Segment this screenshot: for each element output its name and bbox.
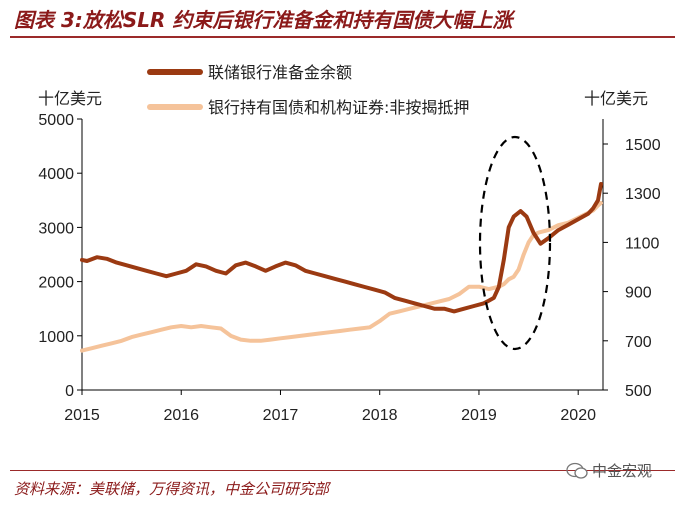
series-line-treasuries <box>80 201 603 353</box>
right-tick-label: 1500 <box>625 137 661 154</box>
legend: 联储银行准备金余额 银行持有国债和机构证券:非按揭抵押 <box>147 63 469 117</box>
footer-rule <box>10 470 675 471</box>
right-tick-label: 1100 <box>625 235 660 252</box>
left-tick-label: 5000 <box>38 112 74 129</box>
left-tick-label: 2000 <box>38 275 74 292</box>
x-tick-label: 2018 <box>362 407 398 424</box>
right-tick-label: 500 <box>625 383 652 400</box>
watermark: 中金宏观 <box>566 460 652 481</box>
legend-label-reserves: 联储银行准备金余额 <box>208 63 352 82</box>
right-tick-label: 700 <box>625 334 652 351</box>
highlight-ellipse <box>478 135 552 351</box>
wechat-icon <box>566 462 588 479</box>
series-lines <box>80 182 603 353</box>
axes <box>81 119 604 391</box>
x-tick-label: 2015 <box>64 407 100 424</box>
left-axis-ticks: 0 1000 2000 3000 4000 5000 <box>38 112 82 400</box>
legend-label-treasuries: 银行持有国债和机构证券:非按揭抵押 <box>208 98 469 117</box>
chart-title: 图表 3:放松SLR 约束后银行准备金和持有国债大幅上涨 <box>14 8 513 32</box>
chart: 0 1000 2000 3000 4000 5000 500 700 900 1100 1300 1… <box>38 63 661 424</box>
right-axis-ticks: 500 700 900 1100 1300 1500 <box>603 137 661 400</box>
x-tick-label: 2020 <box>560 407 596 424</box>
left-tick-label: 4000 <box>38 166 74 183</box>
series-line-reserves <box>80 182 603 314</box>
right-tick-label: 1300 <box>625 186 661 203</box>
watermark-text: 中金宏观 <box>592 462 653 480</box>
x-tick-label: 2016 <box>163 407 199 424</box>
x-tick-label: 2017 <box>263 407 299 424</box>
right-axis-unit: 十亿美元 <box>584 89 648 108</box>
source-note: 资料来源：美联储，万得资讯，中金公司研究部 <box>14 480 330 498</box>
x-tick-label: 2019 <box>461 407 497 424</box>
right-tick-label: 900 <box>625 285 652 302</box>
title-rule <box>10 36 675 38</box>
left-tick-label: 0 <box>65 383 74 400</box>
x-axis-ticks: 2015 2016 2017 2018 2019 2020 <box>64 390 596 424</box>
left-axis-unit: 十亿美元 <box>38 89 102 108</box>
left-tick-label: 3000 <box>38 220 74 237</box>
left-tick-label: 1000 <box>38 329 74 346</box>
